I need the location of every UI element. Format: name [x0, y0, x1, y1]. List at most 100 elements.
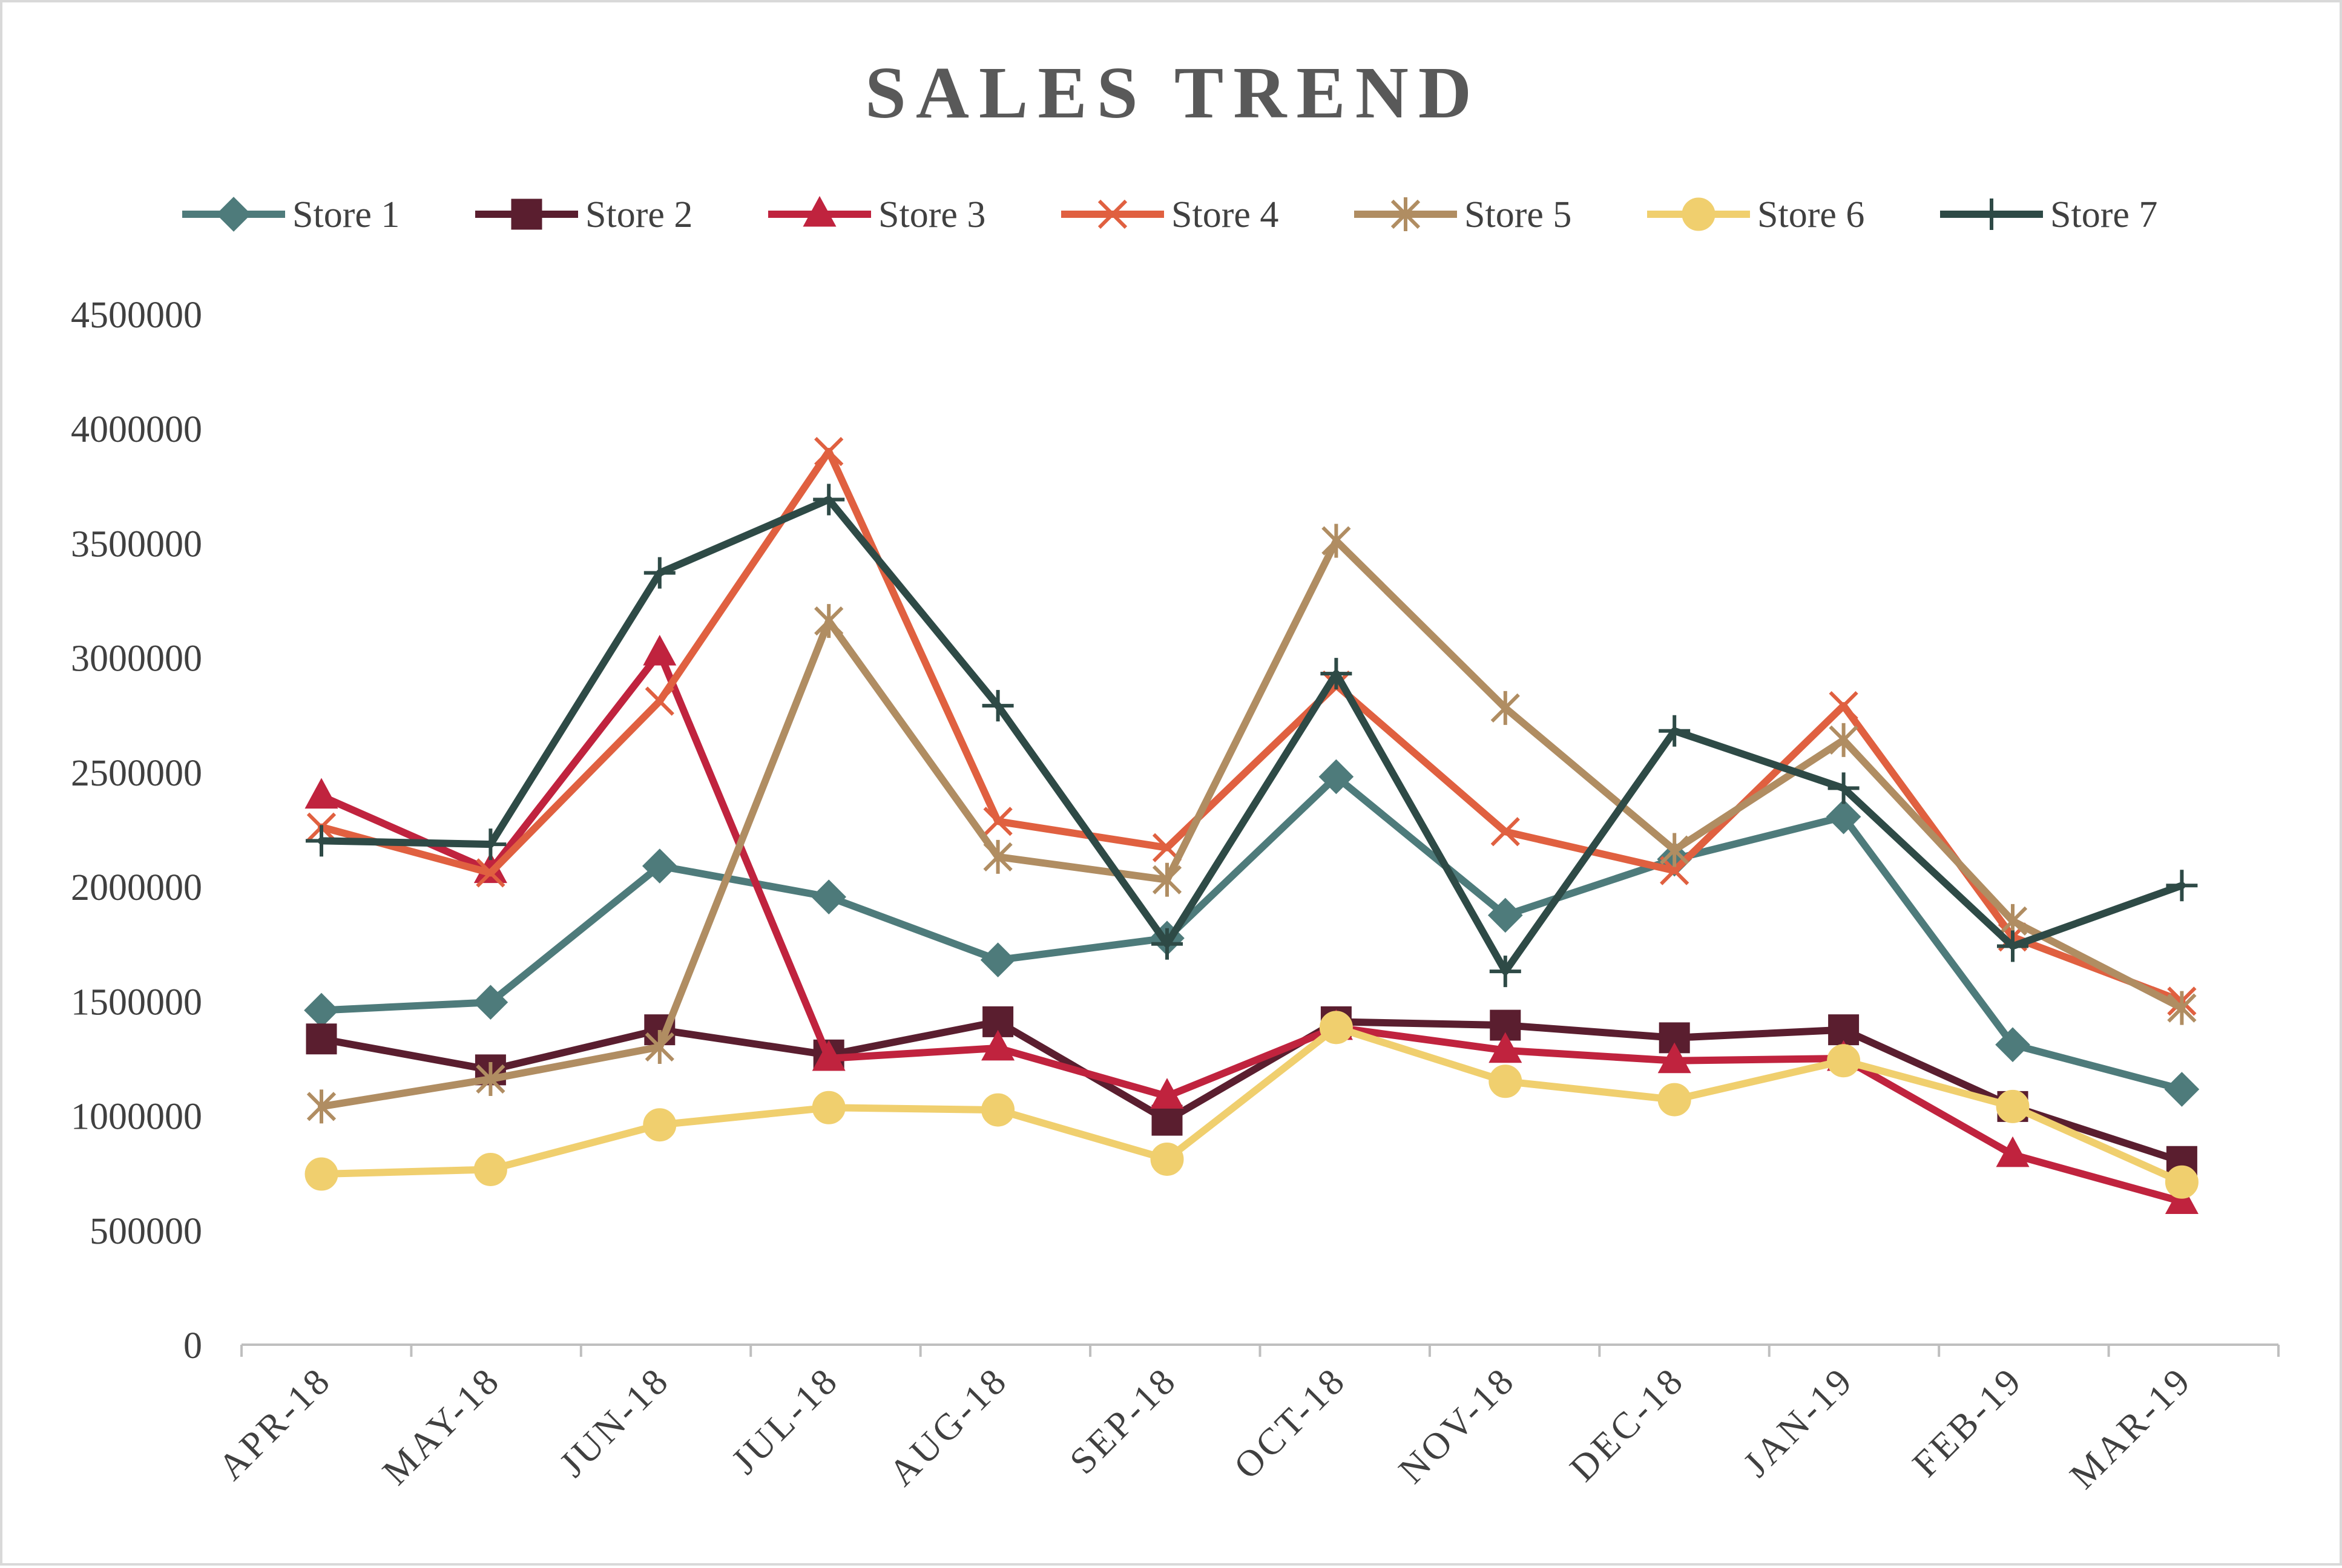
data-point-store-5	[814, 604, 844, 638]
x-tick-label: NOV-18	[1391, 1359, 1524, 1492]
data-point-store-7	[643, 557, 676, 589]
y-tick-label: 3500000	[71, 523, 202, 565]
data-point-store-7	[982, 690, 1014, 722]
x-tick-label: JUN-18	[552, 1359, 678, 1485]
data-point-store-6	[2165, 1165, 2199, 1199]
data-point-store-2	[1828, 1014, 1860, 1046]
data-point-store-1	[811, 879, 847, 914]
data-point-store-7	[1489, 956, 1521, 988]
data-point-store-4	[476, 858, 505, 888]
data-point-store-4	[645, 686, 674, 716]
data-point-store-7	[1997, 930, 2028, 962]
x-tick-label: DEC-18	[1562, 1359, 1692, 1489]
data-point-store-2	[1151, 1104, 1183, 1136]
data-point-store-7	[813, 484, 845, 516]
legend-label: Store 2	[585, 194, 692, 235]
data-point-store-3	[304, 778, 338, 809]
data-point-store-7	[1151, 928, 1183, 960]
legend-item-store-5: Store 5	[1354, 194, 1571, 235]
data-point-store-3	[981, 1029, 1015, 1061]
y-tick-label: 0	[183, 1325, 202, 1366]
chart-title: SALES TREND	[865, 52, 1481, 134]
data-point-store-6	[1827, 1044, 1861, 1078]
data-point-store-3	[2165, 1183, 2199, 1214]
data-point-store-4	[1490, 817, 1520, 847]
data-point-store-6	[1319, 1011, 1353, 1045]
data-point-store-5	[1829, 723, 1858, 757]
data-point-store-1	[473, 985, 508, 1020]
y-tick-label: 2000000	[71, 867, 202, 908]
legend-marker	[1682, 197, 1715, 231]
series-store-3	[304, 634, 2199, 1214]
x-axis: APR-18 MAY-18 JUN-18 JUL-18 AUG-18 SEP-18 OCT-…	[211, 1343, 2280, 1497]
legend-item-store-4: Store 4	[1061, 194, 1278, 235]
x-tick-label: JUL-18	[724, 1359, 847, 1482]
y-tick-label: 3000000	[71, 638, 202, 680]
data-point-store-5	[1490, 691, 1520, 725]
data-point-store-7	[1320, 658, 1352, 690]
data-point-store-1	[1487, 897, 1523, 933]
legend-marker	[1976, 198, 2007, 230]
data-point-store-3	[1996, 1136, 2030, 1167]
data-point-store-3	[1488, 1032, 1522, 1063]
data-point-store-4	[983, 807, 1013, 836]
series-line-store-4	[318, 448, 2186, 1005]
data-point-store-3	[1657, 1042, 1691, 1074]
data-point-store-1	[642, 848, 677, 884]
x-tick-label: SEP-18	[1062, 1359, 1185, 1482]
legend: Store 1 Store 2 Store 3 Store 4 Store 5 Store…	[182, 194, 2157, 235]
data-point-store-6	[1488, 1064, 1522, 1098]
data-point-store-5	[1660, 833, 1689, 867]
legend-label: Store 5	[1464, 194, 1571, 235]
x-tick-label: MAR-19	[2062, 1359, 2200, 1497]
legend-item-store-6: Store 6	[1647, 194, 1864, 235]
data-point-store-5	[1152, 862, 1182, 897]
data-point-store-2	[306, 1023, 337, 1055]
data-point-store-1	[304, 992, 339, 1028]
data-point-store-3	[812, 1040, 846, 1071]
data-point-store-6	[1657, 1083, 1691, 1117]
data-point-store-7	[1659, 715, 1691, 747]
legend-item-store-3: Store 3	[768, 194, 985, 235]
data-point-store-7	[2166, 870, 2198, 902]
data-point-store-6	[812, 1091, 846, 1124]
series-store-6	[304, 1011, 2199, 1199]
y-axis: 0 500000 1000000 1500000 2000000 2500000 30000…	[71, 295, 202, 1366]
series-line-store-6	[318, 1023, 2186, 1186]
data-point-store-5	[645, 1030, 674, 1064]
data-point-store-3	[1150, 1078, 1184, 1109]
y-tick-label: 2500000	[71, 753, 202, 794]
data-point-store-7	[1827, 772, 1860, 804]
series-store-7	[306, 484, 2198, 988]
data-point-store-6	[1996, 1089, 2030, 1123]
data-point-store-5	[1321, 523, 1351, 558]
legend-item-store-7: Store 7	[1940, 194, 2157, 235]
legend-marker	[1390, 197, 1421, 231]
y-tick-label: 1000000	[71, 1097, 202, 1138]
legend-marker	[1097, 199, 1128, 229]
data-point-store-1	[1826, 799, 1861, 835]
series-line-store-5	[318, 537, 2186, 1110]
series-line-store-2	[318, 1018, 2186, 1166]
legend-item-store-1: Store 1	[182, 194, 400, 235]
y-tick-label: 4500000	[71, 295, 202, 336]
data-point-store-5	[2167, 991, 2197, 1025]
x-tick-label: AUG-18	[881, 1359, 1016, 1494]
data-point-store-6	[304, 1157, 338, 1191]
data-point-store-1	[1318, 759, 1354, 795]
data-point-store-5	[306, 1089, 337, 1124]
data-point-store-6	[1150, 1142, 1184, 1176]
data-point-store-6	[643, 1108, 677, 1142]
y-tick-label: 1500000	[71, 982, 202, 1023]
y-tick-label: 4000000	[71, 409, 202, 450]
data-point-store-5	[983, 839, 1013, 874]
series-line-store-1	[318, 773, 2186, 1094]
legend-marker	[511, 198, 542, 230]
legend-label: Store 4	[1171, 194, 1278, 235]
y-tick-label: 500000	[90, 1211, 202, 1252]
data-point-store-4	[1829, 691, 1858, 721]
legend-item-store-2: Store 2	[475, 194, 692, 235]
data-point-store-4	[814, 436, 844, 467]
